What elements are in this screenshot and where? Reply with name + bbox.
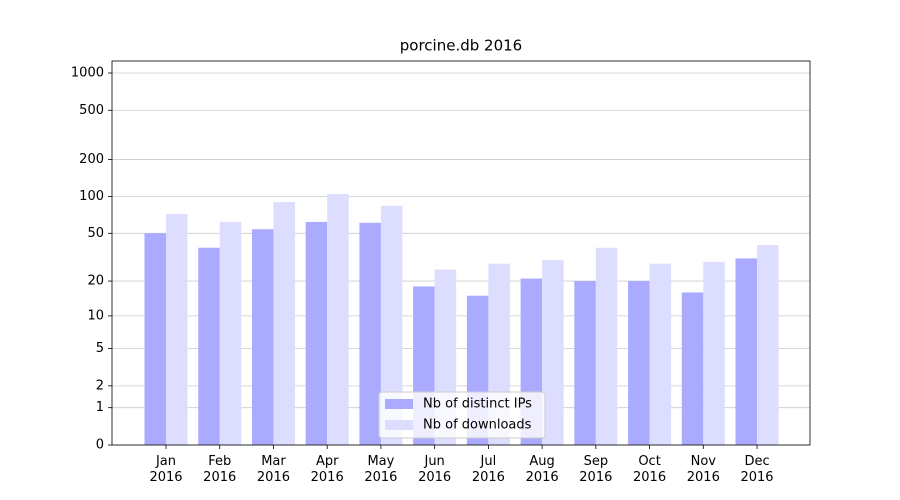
- bar: [380, 205, 403, 445]
- y-tick-label: 500: [79, 103, 104, 118]
- y-tick-label: 0: [96, 438, 104, 453]
- y-tick-label: 10: [87, 308, 104, 323]
- legend-label: Nb of downloads: [423, 418, 532, 433]
- bar: [251, 229, 274, 445]
- bar: [574, 281, 596, 445]
- y-tick-label: 50: [87, 226, 104, 241]
- y-tick-label: 20: [87, 274, 104, 289]
- x-tick-label: Jul 2016: [472, 454, 505, 485]
- chart-title: porcine.db 2016: [400, 37, 522, 55]
- bar: [681, 292, 704, 445]
- bar: [649, 263, 672, 445]
- x-tick-label: Apr 2016: [311, 454, 344, 485]
- bar: [219, 221, 242, 445]
- y-tick-label: 1000: [71, 66, 104, 81]
- x-tick-label: Jun 2016: [418, 454, 451, 485]
- bar: [144, 233, 166, 445]
- bar: [359, 222, 381, 445]
- plot-frame: [111, 60, 811, 446]
- legend-swatch: [385, 420, 413, 430]
- x-tick-label: Sep 2016: [579, 454, 612, 485]
- x-tick-label: May 2016: [364, 454, 397, 485]
- legend-swatch: [385, 399, 413, 409]
- x-tick-label: Nov 2016: [687, 454, 720, 485]
- bar: [595, 247, 618, 445]
- bar: [305, 221, 328, 445]
- x-tick-label: Dec 2016: [740, 454, 773, 485]
- legend-box: [378, 391, 546, 439]
- bar: [628, 281, 650, 445]
- bar: [198, 247, 220, 445]
- bar: [166, 213, 188, 445]
- x-tick-label: Oct 2016: [633, 454, 666, 485]
- legend: Nb of distinct IPs Nb of downloads: [378, 391, 546, 439]
- x-tick-label: Jan 2016: [149, 454, 182, 485]
- x-tick-label: Aug 2016: [526, 454, 559, 485]
- bar: [273, 202, 295, 445]
- bar: [735, 258, 758, 445]
- bar: [327, 193, 349, 445]
- y-tick-label: 5: [96, 341, 104, 356]
- x-tick-label: Feb 2016: [203, 454, 236, 485]
- y-tick-label: 100: [79, 189, 104, 204]
- y-tick-label: 200: [79, 152, 104, 167]
- x-tick-label: Mar 2016: [257, 454, 290, 485]
- bar: [757, 245, 779, 445]
- legend-label: Nb of distinct IPs: [423, 397, 532, 412]
- bar: [542, 260, 564, 445]
- bar: [703, 261, 725, 445]
- y-tick-label: 1: [96, 400, 104, 415]
- y-tick-label: 2: [96, 378, 104, 393]
